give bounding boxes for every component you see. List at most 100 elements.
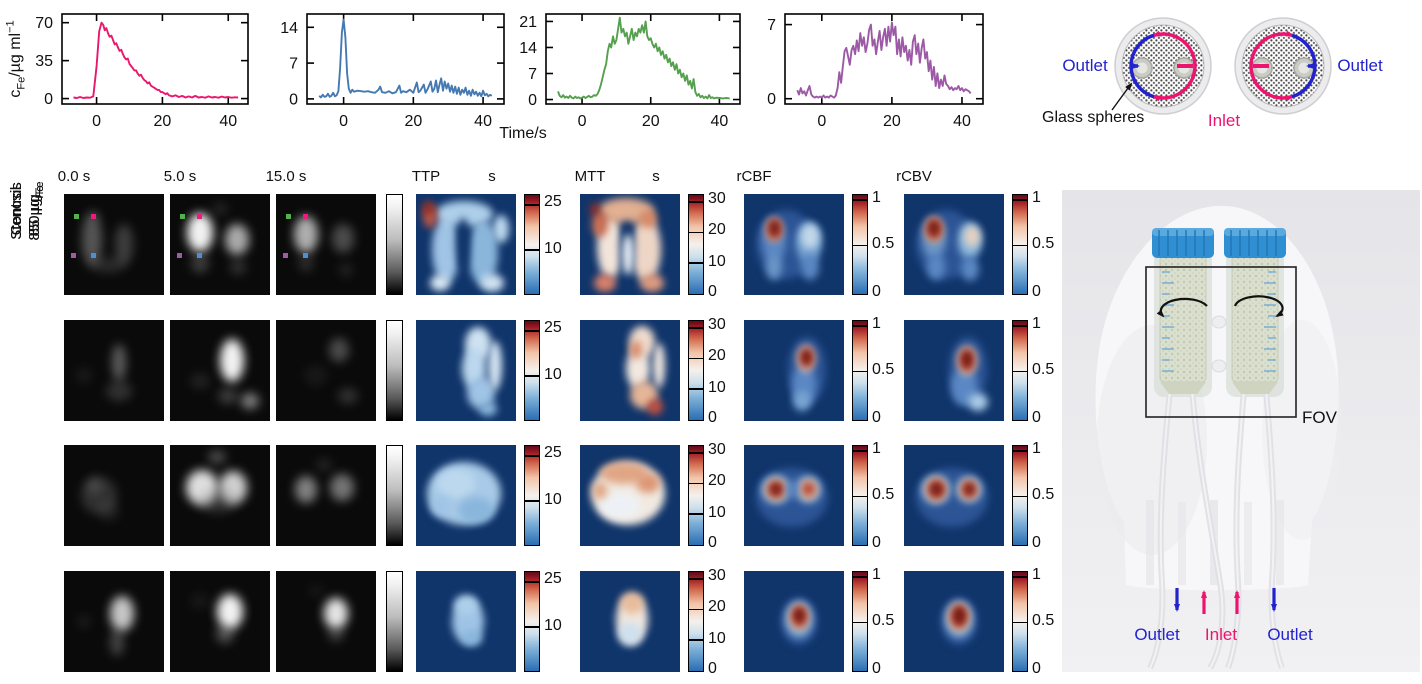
colorbar-tick-label: 10 xyxy=(544,616,562,634)
colorbar-mtt-r4 xyxy=(688,571,704,672)
ttp-map-r2 xyxy=(416,320,516,421)
mpi-frame-r2-t1 xyxy=(170,320,270,421)
row-label-3: Control 85 µgFe xyxy=(0,186,56,463)
x-tick-label: 40 xyxy=(953,113,971,130)
colorbar-mtt-r1 xyxy=(688,194,704,295)
colorbar-rcbv-r1 xyxy=(1012,194,1028,295)
mpi-frame-r1-t0 xyxy=(64,194,164,295)
intensity-blob xyxy=(187,213,213,252)
mtt-map-r3 xyxy=(580,445,680,546)
column-header-rcbf: rCBF xyxy=(736,168,772,185)
colorbar-tick xyxy=(853,244,867,247)
x-tick-label: 20 xyxy=(404,113,422,130)
column-header-t2: 15.0 s xyxy=(265,168,307,185)
colorbar-ttp-r3 xyxy=(524,445,540,546)
colorbar-ttp-r2 xyxy=(524,320,540,421)
colorbar-tick-label: 0 xyxy=(708,409,717,427)
y-tick-label: 70 xyxy=(35,15,53,32)
colorbar-tick-label: 0 xyxy=(708,534,717,552)
intensity-blob xyxy=(458,496,494,523)
intensity-blob xyxy=(298,253,314,272)
intensity-blob xyxy=(332,224,354,253)
rcbf-map-r1 xyxy=(744,194,844,295)
rotation-arrow xyxy=(1156,297,1208,318)
inlet-flow-arrow xyxy=(1249,65,1294,102)
ttp-map-r4 xyxy=(416,571,516,672)
colorbar-tick-label: 0 xyxy=(872,283,881,301)
intensity-blob xyxy=(488,341,502,390)
rotation-arrow xyxy=(1233,295,1284,318)
y-tick-label: 0 xyxy=(528,92,537,109)
intensity-blob xyxy=(962,351,972,368)
mpi-frame-r2-t0 xyxy=(64,320,164,421)
intensity-blob xyxy=(769,221,779,236)
row-label-2: Stenosis 850 µgFe xyxy=(0,181,56,362)
intensity-blob xyxy=(295,476,317,503)
colorbar-tick-label: 0 xyxy=(1032,660,1041,678)
intensity-blob xyxy=(112,344,126,381)
intensity-blob xyxy=(339,262,353,277)
intensity-blob xyxy=(592,211,608,238)
colorbar-tick-label: 0 xyxy=(872,534,881,552)
colorbar-tick xyxy=(689,482,703,485)
ttp-map-r1 xyxy=(416,194,516,295)
colorbar-tick-label: 0.5 xyxy=(872,485,895,503)
foam-tab xyxy=(1211,359,1227,373)
intensity-blob xyxy=(593,482,607,499)
intensity-blob xyxy=(77,615,91,628)
colorbar-grayscale xyxy=(386,571,403,672)
colorbar-ttp-r4 xyxy=(524,571,540,672)
roi-marker xyxy=(302,213,308,219)
roi-marker xyxy=(196,253,202,259)
column-header-t0: 0.0 s xyxy=(57,168,91,185)
colorbar-grayscale xyxy=(386,194,403,295)
intensity-blob xyxy=(653,343,665,388)
channel-schematic: Outlet Outlet Inlet Glass spheres xyxy=(1042,17,1383,130)
colorbar-tick xyxy=(525,249,539,252)
colorbar-tick xyxy=(1013,576,1027,579)
mtt-map-r2 xyxy=(580,320,680,421)
colorbar-tick xyxy=(525,454,539,457)
y-tick-label: 0 xyxy=(289,91,298,108)
intensity-blob xyxy=(106,380,132,401)
colorbar-tick-label: 10 xyxy=(544,365,562,383)
colorbar-tick-label: 1 xyxy=(872,314,881,332)
colorbar-tick xyxy=(853,199,867,202)
glass-spheres-annotation-arrow xyxy=(1111,82,1133,111)
x-tick-label: 20 xyxy=(154,113,172,130)
mpi-frame-r3-t2 xyxy=(276,445,376,546)
intensity-blob xyxy=(961,256,979,281)
intensity-blob xyxy=(801,224,819,249)
intensity-blob xyxy=(618,621,642,646)
intensity-blob xyxy=(456,218,470,271)
photo-outlet-label-left: Outlet xyxy=(1134,625,1180,644)
intensity-blob xyxy=(76,367,92,384)
colorbar-rcbf-r1 xyxy=(852,194,868,295)
x-tick-label: 40 xyxy=(219,113,237,130)
y-tick-label: 35 xyxy=(35,53,53,70)
time-axis-label: Time/s xyxy=(499,125,547,142)
glass-sphere-tube-right xyxy=(1224,228,1286,394)
intensity-blob xyxy=(640,273,664,292)
intensity-blob xyxy=(208,450,226,465)
mtt-map-r4 xyxy=(580,571,680,672)
roi-marker xyxy=(285,213,291,219)
colorbar-tick xyxy=(853,495,867,498)
timeseries-plot-2: 0 20 40 0 7 14 xyxy=(280,13,505,130)
intensity-blob xyxy=(110,627,124,656)
timeseries-plot-3: 0 20 40 0 7 14 21 xyxy=(519,13,741,130)
colorbar-tick-label: 0 xyxy=(872,660,881,678)
x-tick-label: 0 xyxy=(339,113,348,130)
roi-marker xyxy=(70,253,76,259)
intensity-blob xyxy=(230,258,246,275)
colorbar-tick-label: 20 xyxy=(708,347,726,365)
roi-marker xyxy=(282,253,288,259)
timeseries-plot-row: 0 20 40 0 35 70 0 20 40 0 7 14 0 20 40 0 7 14 21 0 20 40 0 7 xyxy=(0,0,1040,150)
mpi-frame-r3-t1 xyxy=(170,445,270,546)
colorbar-tick xyxy=(853,450,867,453)
x-tick-label: 20 xyxy=(883,113,901,130)
intensity-blob xyxy=(787,481,797,498)
colorbar-tick-label: 0 xyxy=(872,409,881,427)
intensity-blob xyxy=(328,626,344,641)
